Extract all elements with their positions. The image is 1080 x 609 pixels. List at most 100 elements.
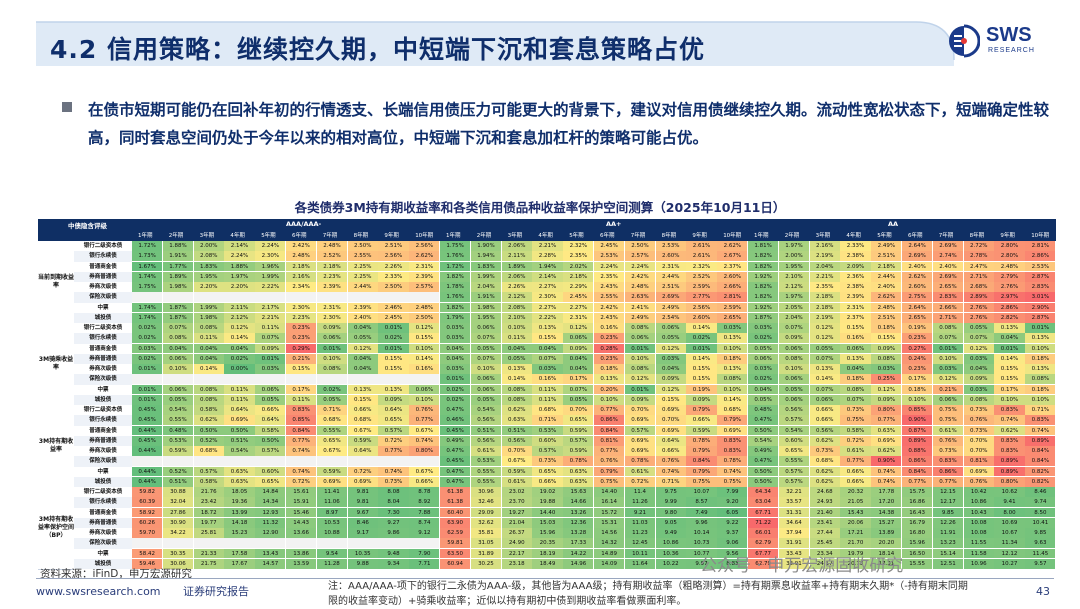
table-cell: 0.69% (624, 446, 656, 456)
table-cell: 0.28% (594, 343, 625, 354)
table-cell: 2.90% (1025, 302, 1056, 313)
table-cell: 0.71% (1025, 405, 1056, 415)
table-cell: 30.06 (162, 558, 194, 569)
table-cell: 2.42% (286, 241, 317, 251)
table-cell: 0.79% (686, 466, 717, 477)
table-cell: 0.01% (255, 353, 286, 364)
table-cell: 24.90 (501, 538, 532, 548)
table-cell: 0.69% (871, 435, 902, 446)
table-cell: 2.33% (378, 271, 409, 282)
table-cell: 30.96 (470, 487, 502, 497)
table-cell: 1.82% (440, 271, 471, 282)
table-cell: 0.23% (594, 333, 625, 343)
table-cell: 0.81% (594, 435, 625, 446)
table-cell: 10.08 (963, 528, 994, 538)
table-cell: 2.27% (532, 302, 563, 313)
table-cell: 0.07% (563, 384, 594, 395)
table-cell: 0.47% (440, 446, 471, 456)
table-cell (162, 456, 194, 466)
row-label: 券商次级债 (74, 364, 132, 375)
table-cell: 0.61% (501, 476, 532, 487)
table-cell: 0.12% (655, 384, 686, 395)
watermark: 公众号 · 申万宏源固收研究 (700, 556, 904, 576)
row-label: 券商普通债 (74, 435, 132, 446)
table-cell: 0.60% (778, 435, 810, 446)
table-cell: 0.66% (655, 446, 686, 456)
table-cell: 0.18% (871, 323, 902, 333)
table-cell: 16.86 (902, 497, 933, 507)
term-header-row: 1年期 2年期 3年期 4年期 5年期 6年期 7年期 8年期 9年期 10年期 1年期 2年期 3年期… (38, 231, 1056, 241)
table-cell: 0.45% (440, 425, 471, 436)
table-cell: 0.74% (717, 466, 748, 477)
table-cell: 1.74% (132, 302, 163, 313)
table-cell: 8.08 (378, 487, 409, 497)
table-cell: 0.07% (778, 323, 810, 333)
table-cell: 61.38 (440, 497, 471, 507)
row-label: 保险次级债 (74, 538, 132, 549)
table-cell: 2.43% (594, 282, 625, 292)
table-cell (286, 374, 317, 384)
table-cell: 2.31% (409, 261, 440, 272)
table-cell: 2.69% (655, 292, 686, 302)
table-cell: 0.23% (594, 353, 625, 364)
table-cell: 9.37 (717, 528, 748, 538)
table-cell: 10.36 (655, 548, 686, 559)
table-cell: 0.10% (994, 394, 1025, 405)
table-cell: 66.01 (748, 528, 779, 538)
table-cell: 0.12% (347, 343, 378, 354)
page-title: 4.2 信用策略：继续控久期，中短端下沉和套息策略占优 (50, 35, 705, 64)
table-cell (409, 374, 440, 384)
table-cell: 0.50% (224, 425, 255, 436)
table-cell: 0.03% (963, 353, 994, 364)
table-cell: 2.19% (809, 251, 840, 261)
table-cell: 2.18% (563, 271, 594, 282)
table-cell: 0.02% (132, 353, 163, 364)
table-cell: 0.04% (347, 364, 378, 374)
table-cell: 0.65% (255, 476, 286, 487)
table-cell (347, 538, 378, 548)
table-cell: 9.85 (932, 507, 964, 518)
table-cell: 0.44% (132, 425, 163, 436)
table-cell: 0.70% (624, 405, 656, 415)
table-cell: 0.03% (963, 384, 994, 395)
table-cell: 0.09% (871, 394, 902, 405)
row-label: 券商次级债 (74, 528, 132, 539)
table-cell: 0.76% (655, 456, 686, 466)
term-header: 9年期 (1000, 233, 1015, 239)
table-cell: 0.10% (1025, 343, 1056, 354)
table-cell: 8.50 (1025, 507, 1056, 518)
table-cell: 21.40 (809, 507, 840, 518)
row-label: 城投债 (74, 394, 132, 405)
table-cell: 0.01% (1025, 323, 1056, 333)
table-cell: 0.04% (563, 353, 594, 364)
table-cell: 2.83% (932, 292, 964, 302)
table-cell: 0.68% (809, 456, 840, 466)
table-cell: 1.92% (748, 302, 779, 313)
table-body: 当前到期收益率 3M骑乘收益率 3M持有期收益率 3M持有期收益率保护空间（BP） 银行… (38, 241, 1056, 570)
table-cell: 0.08% (778, 353, 810, 364)
table-cell: 15.27 (871, 517, 902, 528)
table-cell: 0.05% (501, 353, 532, 364)
table-cell: 2.09% (840, 261, 871, 272)
table-cell: 2.66% (932, 302, 964, 313)
table-cell: 1.74% (132, 271, 163, 282)
table-cell: 31.05 (470, 538, 502, 548)
table-cell: 2.74% (932, 251, 964, 261)
table-cell: 0.08% (193, 394, 224, 405)
table-cell: 0.02% (748, 374, 779, 384)
table-cell: 13.59 (286, 558, 317, 569)
table-cell: 1.83% (193, 261, 224, 272)
table-cell: 0.04% (840, 364, 871, 374)
section-label: 3M骑乘收益率 (38, 323, 74, 406)
table-cell: 11.55 (963, 538, 994, 548)
table-cell: 2.65% (932, 282, 964, 292)
table-cell: 24.68 (809, 487, 840, 497)
table-cell: 71.22 (748, 517, 779, 528)
table-cell: 15.72 (594, 507, 625, 518)
table-cell: 2.18% (809, 302, 840, 313)
table-cell: 12.45 (624, 538, 656, 548)
footer-url[interactable]: www.swsresearch.com (36, 585, 161, 598)
table-cell: 11.4 (624, 487, 656, 497)
table-cell: 8.78 (409, 487, 440, 497)
table-cell: 15.96 (902, 538, 933, 548)
